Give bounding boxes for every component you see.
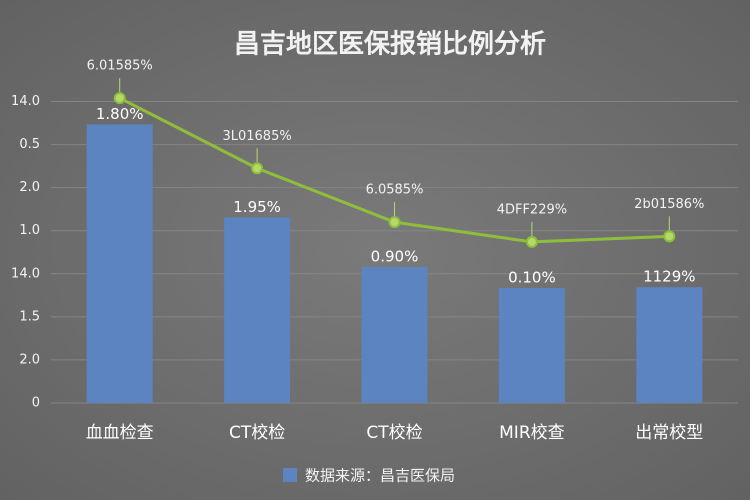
x-tick-label: CT校检 [366,423,422,443]
bar [636,287,703,403]
trend-point [113,92,126,105]
x-tick-label: 血血检查 [86,423,154,443]
bar [498,288,565,403]
y-tick-label: 2.0 [19,352,40,367]
trend-annotation: 6.01585% [87,59,153,74]
y-tick-label: 1.0 [19,223,40,238]
bar-annotation: 1129% [643,268,695,286]
bar [361,266,428,403]
trend-point [388,216,401,229]
trend-annotation: 4DFF229% [497,202,567,217]
y-tick-label: 14.0 [11,266,40,281]
trend-annotation: 2b01586% [634,197,704,212]
y-tick-label: 0.5 [19,137,40,152]
trend-point [251,162,264,175]
trend-point [663,230,676,243]
x-tick-label: 出常校型 [635,423,703,443]
bar-annotation: 0.90% [371,247,419,265]
bar [86,124,153,403]
trend-point [525,235,538,248]
bar [224,217,291,403]
legend-label: 数据来源：昌吉医保局 [305,467,455,485]
trend-annotation: 3L01685% [222,129,291,144]
y-tick-label: 0 [32,396,40,411]
chart-title: 昌吉地区医保报销比例分析 [234,29,546,60]
y-tick-label: 1.5 [19,309,40,324]
y-tick-label: 2.0 [19,180,40,195]
x-tick-label: CT校检 [229,423,285,443]
bar-annotation: 1.80% [96,105,144,123]
bar-annotation: 1.95% [233,198,281,216]
trend-annotation: 6.0585% [366,183,424,198]
y-tick-label: 14.0 [11,94,40,109]
legend-swatch [283,468,297,482]
x-tick-label: MIR校查 [499,423,565,443]
bar-annotation: 0.10% [508,269,556,287]
